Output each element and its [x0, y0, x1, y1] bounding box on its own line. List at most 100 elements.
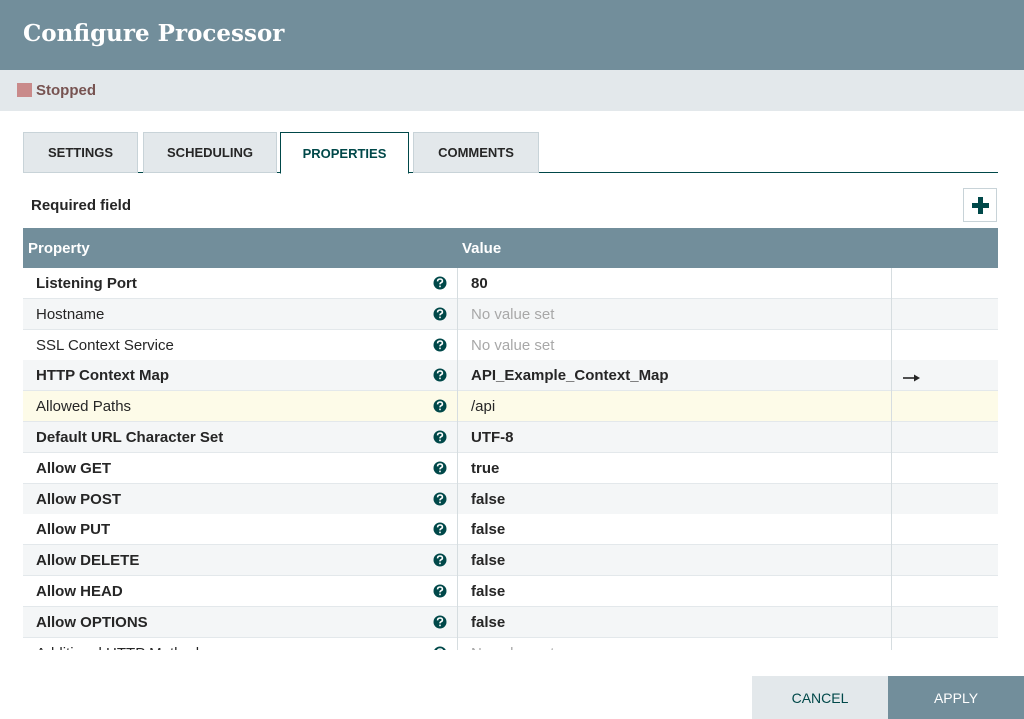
help-icon[interactable] — [433, 338, 447, 352]
table-row[interactable]: Allow OPTIONS false — [23, 606, 998, 638]
help-button[interactable] — [433, 492, 447, 506]
go-to-icon[interactable] — [903, 373, 921, 383]
column-divider — [457, 268, 458, 299]
column-divider — [457, 360, 458, 392]
help-button[interactable] — [433, 461, 447, 475]
go-to-button[interactable] — [903, 370, 921, 383]
column-divider — [457, 391, 458, 423]
column-divider — [891, 329, 892, 361]
column-header: Value — [462, 240, 502, 257]
help-icon[interactable] — [433, 522, 447, 536]
help-icon[interactable] — [433, 461, 447, 475]
property-name: Allow DELETE — [36, 552, 140, 570]
property-value: false — [471, 552, 506, 570]
help-icon[interactable] — [433, 492, 447, 506]
help-button[interactable] — [433, 553, 447, 567]
dialog-header: Configure Processor — [0, 0, 1024, 70]
help-button[interactable] — [433, 276, 447, 290]
required-field-label: Required field — [31, 197, 132, 214]
property-name: Additional HTTP Methods — [36, 645, 207, 650]
table-row[interactable]: Hostname No value set — [23, 298, 998, 330]
tab[interactable]: COMMENTS — [413, 132, 539, 173]
property-value: false — [471, 613, 506, 631]
property-name: Allow GET — [36, 459, 111, 477]
status-label: Stopped — [36, 82, 96, 99]
add-property-button[interactable] — [963, 188, 997, 222]
help-button[interactable] — [433, 338, 447, 352]
status-bar: Stopped — [0, 70, 1024, 111]
help-button[interactable] — [433, 615, 447, 629]
property-value: 80 — [471, 275, 488, 292]
help-icon[interactable] — [433, 584, 447, 598]
help-button[interactable] — [433, 368, 447, 382]
table-row[interactable]: Allowed Paths/api — [23, 391, 998, 423]
tab[interactable]: PROPERTIES — [280, 132, 409, 174]
status-icon — [17, 83, 32, 97]
column-divider — [457, 422, 458, 453]
tab[interactable]: SCHEDULING — [143, 132, 277, 173]
property-name: Allow POST — [36, 490, 122, 508]
column-divider — [891, 391, 892, 423]
property-name: Allow PUT — [36, 521, 111, 539]
table-row[interactable]: SSL Context Service No value set — [23, 329, 998, 361]
table-row[interactable]: Listening Port 80 — [23, 268, 998, 299]
table-row[interactable]: Additional HTTP Methods No value set — [23, 637, 998, 650]
help-button[interactable] — [433, 307, 447, 321]
property-value: No value set — [471, 305, 555, 323]
property-name: Allow OPTIONS — [36, 613, 148, 631]
column-divider — [457, 329, 458, 361]
property-table: Listening Port 80 Hostname No value set SSL … — [23, 268, 998, 650]
property-value: false — [471, 490, 506, 508]
help-button[interactable] — [433, 430, 447, 444]
button[interactable]: CANCEL — [752, 676, 888, 719]
table-row[interactable]: Allow PUT false — [23, 514, 998, 546]
help-icon[interactable] — [433, 399, 447, 413]
property-value: false — [471, 583, 506, 600]
plus-icon — [972, 197, 989, 214]
help-button[interactable] — [433, 522, 447, 536]
tab[interactable]: SETTINGS — [23, 132, 138, 173]
dialog-title: Configure Processor — [23, 20, 285, 47]
button[interactable]: APPLY — [888, 676, 1024, 719]
help-button[interactable] — [433, 584, 447, 598]
help-button[interactable] — [433, 399, 447, 413]
help-icon[interactable] — [433, 276, 447, 290]
property-value: true — [471, 459, 500, 477]
column-divider — [891, 545, 892, 577]
column-divider — [457, 298, 458, 330]
column-divider — [891, 483, 892, 515]
column-divider — [457, 545, 458, 577]
help-icon[interactable] — [433, 646, 447, 650]
property-value: No value set — [471, 645, 554, 650]
table-row[interactable]: Allow HEAD false — [23, 576, 998, 607]
column-divider — [891, 298, 892, 330]
table-row[interactable]: HTTP Context Map API_Example_Context_Map — [23, 360, 998, 392]
property-value: No value set — [471, 336, 555, 354]
column-divider — [891, 360, 892, 392]
column-divider — [891, 422, 892, 453]
table-header: Property Value — [23, 228, 998, 268]
column-divider — [891, 452, 892, 484]
table-row[interactable]: Default URL Character Set UTF-8 — [23, 422, 998, 453]
column-divider — [891, 576, 892, 607]
property-value: /api — [471, 398, 496, 416]
property-name: Listening Port — [36, 275, 137, 292]
column-divider — [891, 514, 892, 546]
help-icon[interactable] — [433, 430, 447, 444]
help-icon[interactable] — [433, 553, 447, 567]
property-value: API_Example_Context_Map — [471, 367, 669, 385]
property-name: Default URL Character Set — [36, 429, 224, 446]
column-divider — [891, 606, 892, 638]
table-row[interactable]: Allow GET true — [23, 452, 998, 484]
column-divider — [457, 576, 458, 607]
help-icon[interactable] — [433, 368, 447, 382]
property-name: SSL Context Service — [36, 336, 174, 354]
property-value: false — [471, 521, 506, 539]
help-icon[interactable] — [433, 615, 447, 629]
table-row[interactable]: Allow POST false — [23, 483, 998, 515]
table-row[interactable]: Allow DELETE false — [23, 545, 998, 577]
help-icon[interactable] — [433, 307, 447, 321]
column-divider — [891, 268, 892, 299]
help-button[interactable] — [433, 646, 447, 650]
